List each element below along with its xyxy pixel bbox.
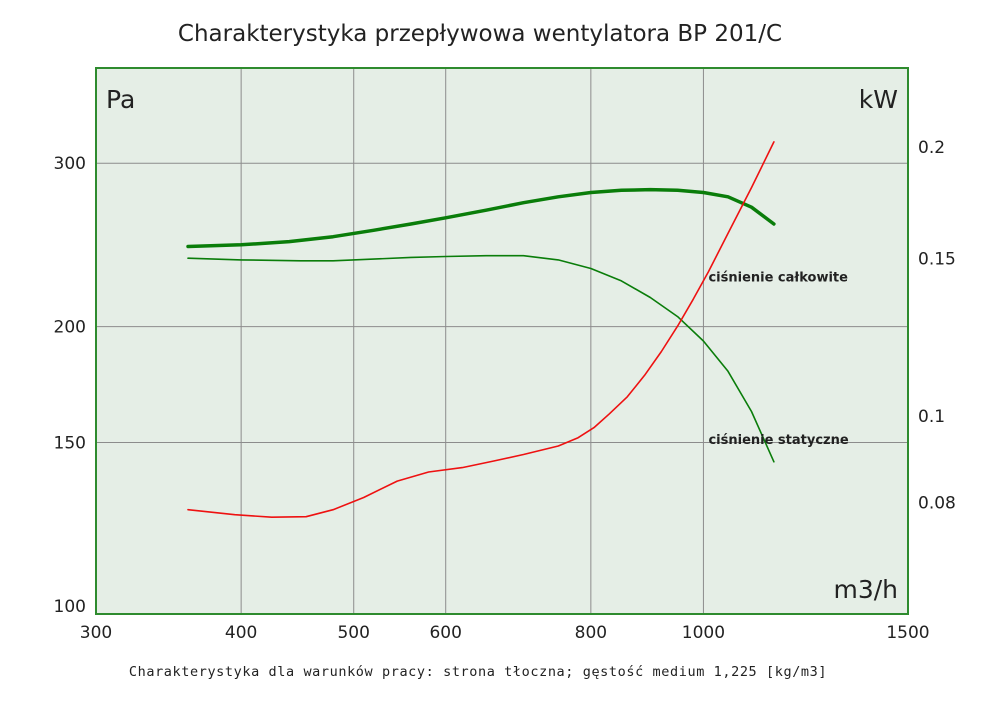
y-tick-label: 100 xyxy=(54,597,86,617)
y2-tick-label: 0.08 xyxy=(918,493,956,513)
y-tick-label: 150 xyxy=(54,434,86,454)
y2-axis-unit-label: kW xyxy=(859,85,898,114)
x-tick-label: 1500 xyxy=(886,623,929,643)
annotations: ciśnienie całkowite ciśnienie statyczne xyxy=(708,270,848,447)
x-axis-unit-label: m3/h xyxy=(833,575,898,604)
plot-area xyxy=(96,68,908,614)
chart-title: Charakterystyka przepływowa wentylatora … xyxy=(178,21,782,47)
annotation-static-pressure: ciśnienie statyczne xyxy=(708,433,848,448)
series-line-total-pressure xyxy=(186,187,776,249)
series-line-static-pressure xyxy=(187,254,775,463)
y2-tick-label: 0.2 xyxy=(918,138,945,158)
tick-labels: 300 400 500 600 800 1000 1500 100 150 200 300 0.08 0… xyxy=(54,138,956,643)
x-tick-label: 600 xyxy=(429,623,461,643)
series-line-power xyxy=(187,141,775,519)
y-tick-label: 300 xyxy=(54,154,86,174)
y-tick-label: 200 xyxy=(54,318,86,338)
x-tick-label: 500 xyxy=(337,623,369,643)
x-tick-label: 1000 xyxy=(682,623,725,643)
x-tick-label: 800 xyxy=(575,623,607,643)
x-tick-label: 300 xyxy=(80,623,112,643)
y2-tick-label: 0.1 xyxy=(918,407,945,427)
plot-frame xyxy=(95,67,909,615)
x-tick-label: 400 xyxy=(225,623,257,643)
y2-tick-label: 0.15 xyxy=(918,249,956,269)
chart-caption: Charakterystyka dla warunków pracy: stro… xyxy=(129,664,827,680)
annotation-total-pressure: ciśnienie całkowite xyxy=(708,270,848,285)
series-group xyxy=(186,141,776,519)
y-axis-unit-label: Pa xyxy=(106,85,135,114)
